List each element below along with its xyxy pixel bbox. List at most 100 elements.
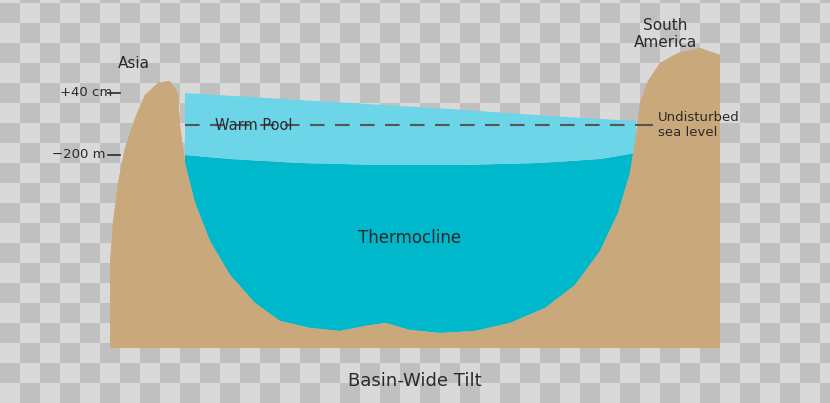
Bar bbox=[320, 3, 340, 23]
Bar bbox=[180, 303, 200, 323]
Bar bbox=[420, 323, 440, 343]
Bar bbox=[800, 3, 820, 23]
Bar bbox=[320, 103, 340, 123]
Bar bbox=[420, 243, 440, 263]
Bar bbox=[440, 283, 460, 303]
Bar bbox=[280, 283, 300, 303]
Bar bbox=[400, 43, 420, 63]
Bar bbox=[380, 23, 400, 43]
Bar bbox=[300, 383, 320, 403]
Bar bbox=[560, 343, 580, 363]
Bar bbox=[80, 183, 100, 203]
Bar bbox=[280, 163, 300, 183]
Bar bbox=[280, 103, 300, 123]
Bar bbox=[660, 163, 680, 183]
Bar bbox=[480, 3, 500, 23]
Bar bbox=[640, 3, 660, 23]
Bar bbox=[480, 143, 500, 163]
Bar bbox=[140, 3, 160, 23]
Bar bbox=[640, 163, 660, 183]
Bar bbox=[520, 163, 540, 183]
Bar bbox=[180, 103, 200, 123]
Bar bbox=[240, 43, 260, 63]
Bar bbox=[800, 103, 820, 123]
Bar bbox=[760, 283, 780, 303]
Bar bbox=[240, 303, 260, 323]
Bar bbox=[780, 123, 800, 143]
Bar bbox=[360, 163, 380, 183]
Bar bbox=[300, 123, 320, 143]
Bar bbox=[120, 0, 140, 3]
Bar bbox=[220, 243, 240, 263]
Bar bbox=[580, 183, 600, 203]
Bar bbox=[820, 103, 830, 123]
Bar bbox=[80, 323, 100, 343]
Bar bbox=[200, 43, 220, 63]
Bar bbox=[360, 223, 380, 243]
Bar bbox=[660, 363, 680, 383]
Bar bbox=[440, 83, 460, 103]
Bar bbox=[20, 383, 40, 403]
Bar bbox=[280, 343, 300, 363]
Bar bbox=[260, 163, 280, 183]
Bar bbox=[360, 323, 380, 343]
Bar bbox=[380, 303, 400, 323]
Bar bbox=[620, 303, 640, 323]
Bar bbox=[640, 303, 660, 323]
Bar bbox=[40, 0, 60, 3]
Bar bbox=[140, 243, 160, 263]
Bar bbox=[680, 103, 700, 123]
Bar bbox=[580, 243, 600, 263]
Bar bbox=[120, 3, 140, 23]
Bar bbox=[280, 363, 300, 383]
Bar bbox=[60, 243, 80, 263]
Bar bbox=[620, 0, 640, 3]
Bar bbox=[180, 183, 200, 203]
Bar bbox=[260, 63, 280, 83]
Bar bbox=[620, 223, 640, 243]
Bar bbox=[0, 283, 20, 303]
Bar bbox=[680, 303, 700, 323]
Bar bbox=[220, 103, 240, 123]
Bar bbox=[820, 143, 830, 163]
Bar bbox=[560, 283, 580, 303]
Bar bbox=[100, 243, 120, 263]
Bar bbox=[520, 3, 540, 23]
Bar bbox=[560, 63, 580, 83]
Bar bbox=[60, 303, 80, 323]
Bar bbox=[480, 223, 500, 243]
Bar bbox=[380, 183, 400, 203]
Bar bbox=[540, 363, 560, 383]
Bar bbox=[300, 223, 320, 243]
Bar bbox=[620, 143, 640, 163]
Bar bbox=[60, 3, 80, 23]
Bar bbox=[680, 23, 700, 43]
Text: Asia: Asia bbox=[118, 56, 150, 71]
Bar bbox=[800, 383, 820, 403]
Bar bbox=[740, 3, 760, 23]
Bar bbox=[120, 63, 140, 83]
Bar bbox=[640, 103, 660, 123]
Bar bbox=[580, 23, 600, 43]
Bar bbox=[240, 63, 260, 83]
Bar bbox=[360, 123, 380, 143]
Bar bbox=[400, 303, 420, 323]
Bar bbox=[700, 263, 720, 283]
Bar bbox=[0, 103, 20, 123]
Bar bbox=[600, 303, 620, 323]
Bar bbox=[160, 363, 180, 383]
Bar bbox=[200, 283, 220, 303]
Bar bbox=[300, 23, 320, 43]
Bar bbox=[740, 283, 760, 303]
Bar bbox=[460, 103, 480, 123]
Bar bbox=[300, 323, 320, 343]
Bar bbox=[780, 343, 800, 363]
Bar bbox=[820, 223, 830, 243]
Bar bbox=[60, 283, 80, 303]
Bar bbox=[380, 63, 400, 83]
Bar bbox=[680, 203, 700, 223]
Bar bbox=[160, 263, 180, 283]
Bar bbox=[340, 103, 360, 123]
Bar bbox=[580, 103, 600, 123]
Bar bbox=[780, 363, 800, 383]
